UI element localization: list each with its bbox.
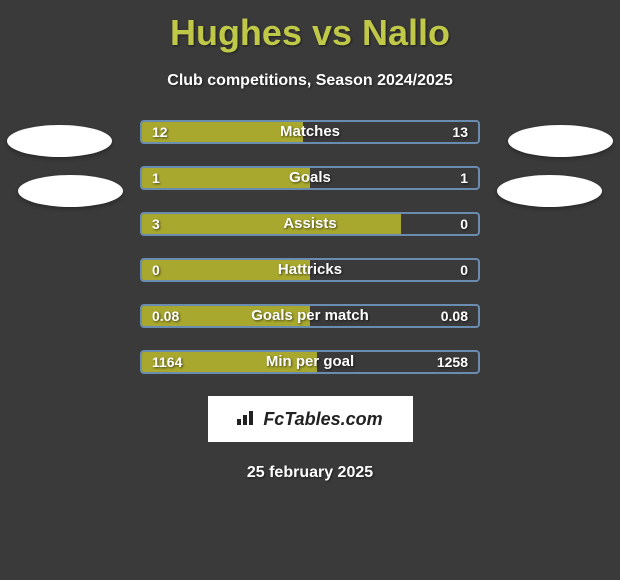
stat-right-value: 1258 (437, 352, 468, 372)
stat-right-value: 0 (460, 260, 468, 280)
stat-label: Goals per match (142, 306, 478, 326)
footer-badge-text: FcTables.com (263, 409, 382, 430)
player-right-shadow-1 (508, 125, 613, 157)
player-left-shadow-2 (18, 175, 123, 207)
stat-label: Matches (142, 122, 478, 142)
stat-row-min-per-goal: 1164 Min per goal 1258 (140, 350, 480, 374)
footer-date: 25 february 2025 (0, 464, 620, 482)
stat-row-assists: 3 Assists 0 (140, 212, 480, 236)
stat-label: Hattricks (142, 260, 478, 280)
stat-label: Min per goal (142, 352, 478, 372)
stat-bars-container: 12 Matches 13 1 Goals 1 3 Assists 0 0 Ha… (140, 120, 480, 374)
chart-icon (237, 409, 257, 430)
stat-right-value: 1 (460, 168, 468, 188)
stat-row-hattricks: 0 Hattricks 0 (140, 258, 480, 282)
stat-row-goals-per-match: 0.08 Goals per match 0.08 (140, 304, 480, 328)
player-left-shadow-1 (7, 125, 112, 157)
stat-label: Goals (142, 168, 478, 188)
stat-right-value: 13 (452, 122, 468, 142)
stat-right-value: 0.08 (441, 306, 468, 326)
stat-row-matches: 12 Matches 13 (140, 120, 480, 144)
page-subtitle: Club competitions, Season 2024/2025 (0, 72, 620, 90)
comparison-container: 12 Matches 13 1 Goals 1 3 Assists 0 0 Ha… (0, 120, 620, 374)
player-right-shadow-2 (497, 175, 602, 207)
stat-row-goals: 1 Goals 1 (140, 166, 480, 190)
stat-right-value: 0 (460, 214, 468, 234)
page-title: Hughes vs Nallo (0, 0, 620, 54)
stat-label: Assists (142, 214, 478, 234)
footer-badge[interactable]: FcTables.com (208, 396, 413, 442)
